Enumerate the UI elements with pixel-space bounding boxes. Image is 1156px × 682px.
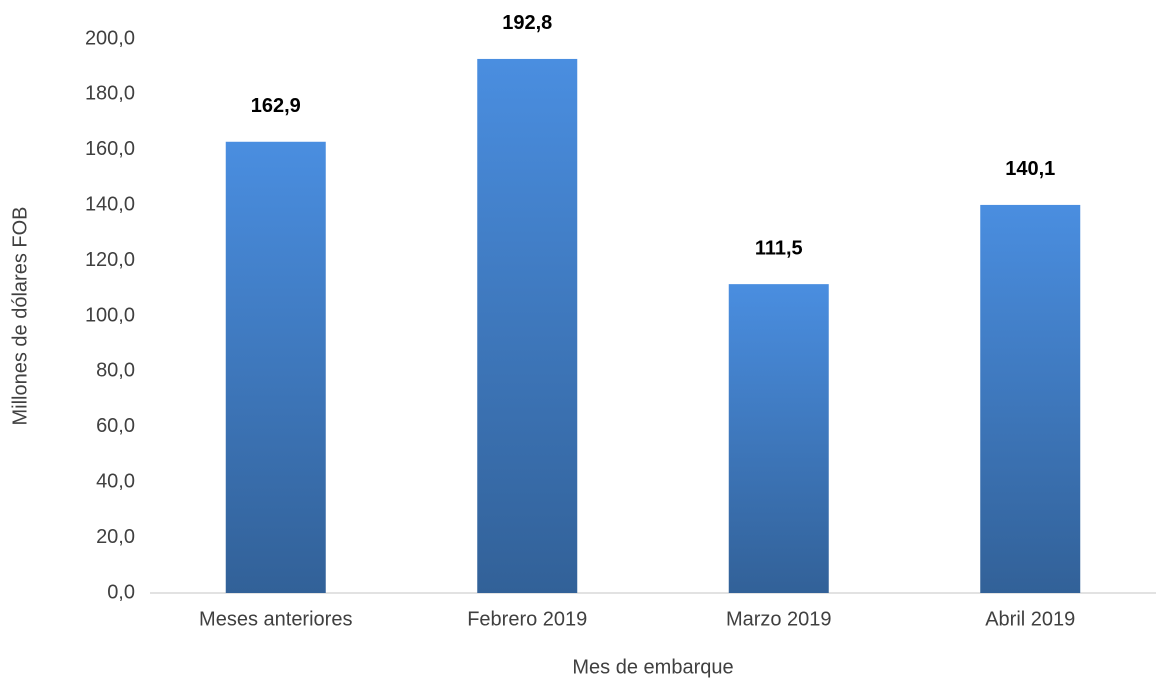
y-tick-label: 120,0 bbox=[85, 249, 135, 271]
x-tick-label: Febrero 2019 bbox=[467, 608, 587, 630]
y-tick-label: 180,0 bbox=[85, 83, 135, 105]
value-label: 140,1 bbox=[1005, 158, 1055, 180]
y-tick-label: 140,0 bbox=[85, 193, 135, 215]
value-label: 192,8 bbox=[502, 12, 552, 34]
y-tick-label: 20,0 bbox=[96, 526, 135, 548]
bar bbox=[728, 284, 829, 593]
x-tick-label: Abril 2019 bbox=[985, 608, 1075, 630]
bar bbox=[477, 58, 578, 594]
y-tick-label: 60,0 bbox=[96, 415, 135, 437]
y-tick-label: 100,0 bbox=[85, 304, 135, 326]
x-axis-label: Mes de embarque bbox=[572, 656, 733, 678]
value-label: 162,9 bbox=[251, 95, 301, 117]
y-tick-label: 80,0 bbox=[96, 360, 135, 382]
y-tick-label: 160,0 bbox=[85, 138, 135, 160]
x-tick-label: Meses anteriores bbox=[199, 608, 352, 630]
bar bbox=[980, 204, 1081, 593]
y-tick-label: 200,0 bbox=[85, 27, 135, 49]
y-tick-label: 0,0 bbox=[107, 581, 135, 603]
x-tick-label: Marzo 2019 bbox=[726, 608, 832, 630]
bar bbox=[225, 141, 326, 593]
y-axis-label: Millones de dólares FOB bbox=[9, 207, 31, 426]
y-tick-label: 40,0 bbox=[96, 470, 135, 492]
value-label: 111,5 bbox=[755, 237, 803, 259]
